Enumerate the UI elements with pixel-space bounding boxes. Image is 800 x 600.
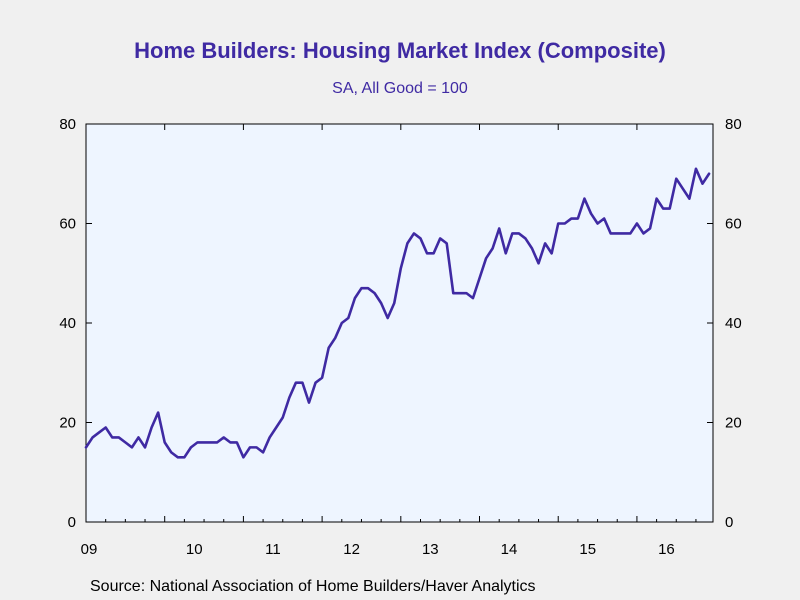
x-tick-label: 12 bbox=[343, 541, 360, 558]
x-tick-label: 13 bbox=[422, 541, 439, 558]
y-tick-label-left: 20 bbox=[59, 415, 76, 432]
y-tick-label-left: 80 bbox=[59, 116, 76, 133]
series-line bbox=[84, 167, 711, 459]
tick-labels: 0 0 20 20 40 40 60 60 80 80 09 10 11 12 13 14 15 16 bbox=[59, 116, 741, 558]
y-tick-label-right: 0 bbox=[725, 514, 733, 531]
source-note: Source: National Association of Home Bui… bbox=[90, 578, 536, 595]
y-tick-label-right: 80 bbox=[725, 116, 742, 133]
chart-title: Home Builders: Housing Market Index (Com… bbox=[134, 38, 666, 63]
x-tick-label: 15 bbox=[579, 541, 596, 558]
y-tick-label-left: 60 bbox=[59, 216, 76, 233]
x-tick-label: 14 bbox=[501, 541, 518, 558]
plot-area bbox=[85, 123, 714, 523]
y-tick-label-right: 20 bbox=[725, 415, 742, 432]
y-tick-label-right: 40 bbox=[725, 315, 742, 332]
tick-marks bbox=[86, 123, 713, 523]
x-tick-label: 09 bbox=[81, 541, 98, 558]
x-tick-label: 16 bbox=[658, 541, 675, 558]
y-tick-label-right: 60 bbox=[725, 216, 742, 233]
y-tick-label-left: 0 bbox=[68, 514, 76, 531]
chart-subtitle: SA, All Good = 100 bbox=[332, 80, 468, 97]
x-tick-label: 10 bbox=[186, 541, 203, 558]
y-tick-label-left: 40 bbox=[59, 315, 76, 332]
series-layer bbox=[84, 167, 711, 459]
x-tick-label: 11 bbox=[265, 541, 281, 558]
